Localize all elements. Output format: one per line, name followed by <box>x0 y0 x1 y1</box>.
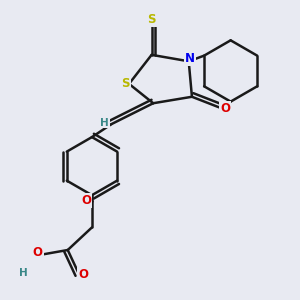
Text: S: S <box>122 77 130 90</box>
Text: N: N <box>185 52 195 65</box>
Text: O: O <box>33 246 43 259</box>
Text: O: O <box>220 102 230 115</box>
Text: H: H <box>19 268 28 278</box>
Text: O: O <box>81 194 91 207</box>
Text: H: H <box>100 118 109 128</box>
Text: S: S <box>147 13 156 26</box>
Text: O: O <box>78 268 88 281</box>
